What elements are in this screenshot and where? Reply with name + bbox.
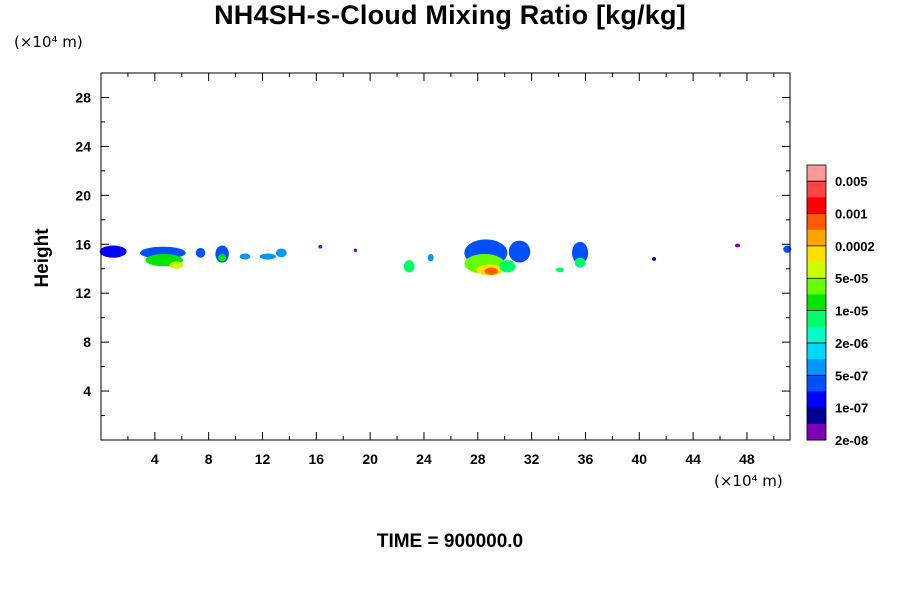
cloud-region	[403, 260, 415, 273]
colorbar-swatch	[807, 245, 826, 263]
cloud-region	[195, 247, 206, 258]
x-tick-label: 4	[151, 451, 159, 467]
cloud-region	[239, 253, 251, 260]
x-tick-label: 48	[739, 451, 755, 467]
colorbar-swatch	[807, 262, 826, 279]
cloud-region	[275, 248, 287, 258]
x-tick-label: 44	[685, 451, 701, 467]
cloud-region	[508, 240, 531, 263]
colorbar-label: 2e-06	[835, 336, 868, 351]
cloud-region	[484, 267, 498, 275]
cloud-region	[652, 257, 657, 261]
colorbar-label: 0.001	[835, 207, 868, 222]
x-tick-label: 28	[470, 451, 486, 467]
colorbar-swatch	[807, 278, 826, 295]
y-tick-label: 12	[75, 285, 91, 301]
cloud-region	[427, 254, 434, 262]
y-axis-unit: (×10⁴ m)	[14, 33, 83, 51]
colorbar-label: 0.0002	[835, 239, 875, 254]
cloud-region	[353, 248, 357, 253]
y-tick-label: 28	[75, 89, 91, 105]
x-tick-label: 24	[416, 451, 432, 467]
cloud-region	[571, 241, 589, 264]
cloud-region	[169, 261, 184, 269]
x-tick-label: 40	[631, 451, 647, 467]
colorbar-swatch	[807, 197, 826, 214]
cloud-region	[218, 254, 227, 262]
colorbar-swatch	[807, 326, 826, 344]
cloud-region	[318, 244, 323, 249]
cloud-region	[99, 245, 127, 258]
colorbar-label: 5e-05	[835, 271, 868, 286]
colorbar-label: 2e-08	[835, 433, 868, 448]
cloud-region	[783, 245, 792, 253]
cloud-region	[555, 267, 564, 273]
x-tick-label: 8	[205, 451, 213, 467]
x-tick-label: 36	[578, 451, 594, 467]
x-tick-label: 32	[524, 451, 540, 467]
chart-title: NH4SH-s-Cloud Mixing Ratio [kg/kg]	[214, 0, 686, 30]
colorbar-swatch	[807, 213, 826, 231]
colorbar-swatch	[807, 423, 826, 441]
colorbar-swatch	[807, 310, 826, 328]
y-tick-label: 24	[75, 138, 91, 154]
colorbar-swatch	[807, 359, 826, 376]
colorbar-label: 1e-07	[835, 401, 868, 416]
y-tick-label: 4	[83, 383, 91, 399]
cloud-region	[259, 253, 276, 260]
colorbar-swatch	[807, 375, 826, 392]
y-tick-label: 8	[83, 334, 91, 350]
y-tick-label: 16	[75, 236, 91, 252]
cloud-region	[499, 260, 516, 273]
colorbar-swatch	[807, 229, 826, 247]
colorbar-swatch	[807, 294, 826, 311]
colorbar-label: 5e-07	[835, 368, 868, 383]
colorbar-swatch	[807, 342, 826, 360]
colorbar: 0.005 0.001 0.0002 5e-05 1e-05 2e-06 5e-07 1e-0…	[806, 164, 875, 448]
plot-frame	[100, 72, 791, 441]
colorbar-swatch	[807, 165, 826, 182]
cloud-field	[99, 239, 792, 276]
time-label: TIME = 900000.0	[376, 531, 524, 552]
colorbar-label: 0.005	[835, 174, 868, 189]
x-tick-label: 12	[255, 451, 271, 467]
y-tick-label: 20	[75, 187, 91, 203]
x-tick-label: 16	[309, 451, 325, 467]
colorbar-label: 1e-05	[835, 304, 868, 319]
colorbar-swatch	[807, 181, 826, 198]
x-tick-label: 20	[362, 451, 378, 467]
colorbar-swatch	[807, 407, 826, 425]
x-axis-unit: (×10⁴ m)	[714, 472, 783, 490]
cloud-region	[574, 257, 586, 268]
cloud-region	[734, 243, 741, 248]
colorbar-swatch	[807, 391, 826, 408]
